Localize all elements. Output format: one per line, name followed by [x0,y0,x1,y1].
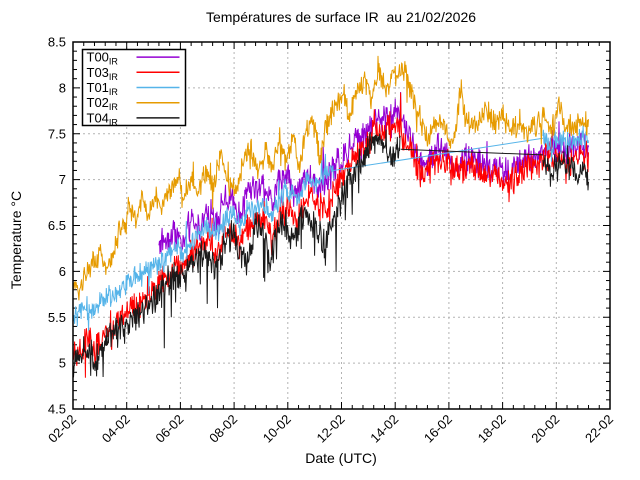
series-T01-line [542,125,589,162]
y-tick-label: 8.5 [48,35,66,50]
series-T04-line [400,148,543,156]
x-tick-label: 16-02 [421,412,455,446]
series-T04-line [72,129,401,378]
series-T01-line [333,137,543,171]
x-tick-label: 02-02 [45,412,79,446]
y-tick-label: 6 [59,264,66,279]
legend-item-label-subscript: IR [109,117,119,127]
x-tick-label: 20-02 [528,412,562,446]
x-tick-label: 12-02 [314,412,348,446]
x-tick-label: 06-02 [152,412,186,446]
x-axis-title: Date (UTC) [305,450,377,466]
x-tick-label: 08-02 [206,412,240,446]
x-tick-label: 10-02 [260,412,294,446]
chart-title: Températures de surface IR au 21/02/2026 [205,9,477,25]
x-tick-label: 22-02 [582,412,616,446]
y-tick-label: 6.5 [48,218,66,233]
y-tick-label: 8 [59,80,66,95]
plot-border [72,41,611,410]
series-T02-line [72,55,589,301]
y-tick-label: 7.5 [48,126,66,141]
x-tick-label: 04-02 [99,412,133,446]
x-tick-label: 18-02 [475,412,509,446]
legend-item-label-subscript: IR [109,72,119,82]
legend-item-label-subscript: IR [109,102,119,112]
y-axis-title: Temperature °C [8,190,24,290]
y-tick-label: 5.5 [48,310,66,325]
y-tick-label: 4.5 [48,402,66,417]
legend-item-label-subscript: IR [109,57,119,67]
legend-item-label-subscript: IR [109,87,119,97]
x-tick-label: 14-02 [367,412,401,446]
y-tick-label: 5 [59,356,66,371]
series-T04-line [542,145,589,191]
series-T03-line [72,92,589,378]
y-tick-label: 7 [59,172,66,187]
series-T01-line [72,153,334,331]
